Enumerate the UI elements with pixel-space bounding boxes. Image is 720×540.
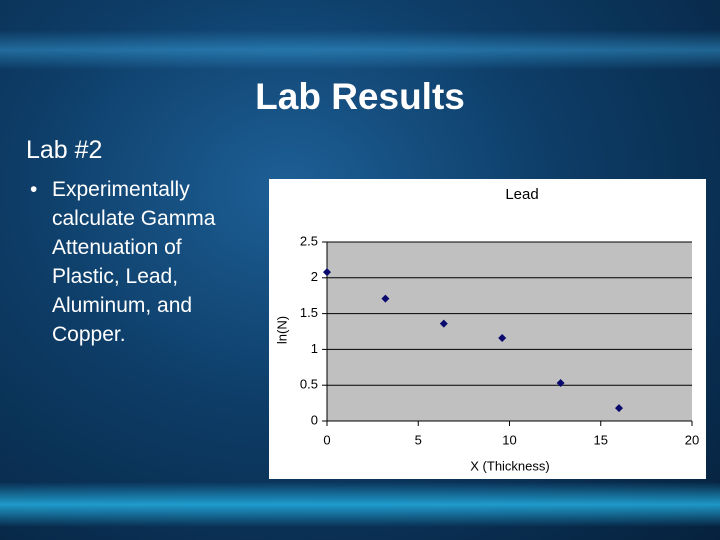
x-tick-label: 10 [502,432,516,447]
x-tick-label: 15 [594,432,608,447]
data-point [556,379,565,388]
y-tick-label: 1.5 [300,305,318,320]
x-tick-label: 20 [685,432,699,447]
data-point [439,319,448,328]
x-tick-label: 0 [323,432,330,447]
y-tick-label: 2.5 [300,233,318,248]
y-axis-label: ln(N) [274,316,289,344]
data-point [615,404,623,413]
y-tick-label: 1 [311,341,318,356]
y-tick-label: 2 [311,269,318,284]
x-axis-label: X (Thickness) [470,458,549,473]
slide-title: Lab Results [255,76,465,117]
x-tick-label: 5 [415,432,422,447]
top-streak [0,30,720,70]
slide-subtitle: Lab #2 [26,136,103,164]
bullet: • Experimentally calculate Gamma Attenuat… [30,175,244,349]
bullet-text: Experimentally calculate Gamma Attenuati… [52,178,216,346]
plot-area [327,242,692,421]
y-tick-label: 0 [311,412,318,427]
y-tick-label: 0.5 [300,377,318,392]
data-point [323,268,331,277]
bottom-streak [0,482,720,527]
chart-title: Lead [505,186,538,203]
data-point [381,294,390,303]
data-point [498,333,507,342]
